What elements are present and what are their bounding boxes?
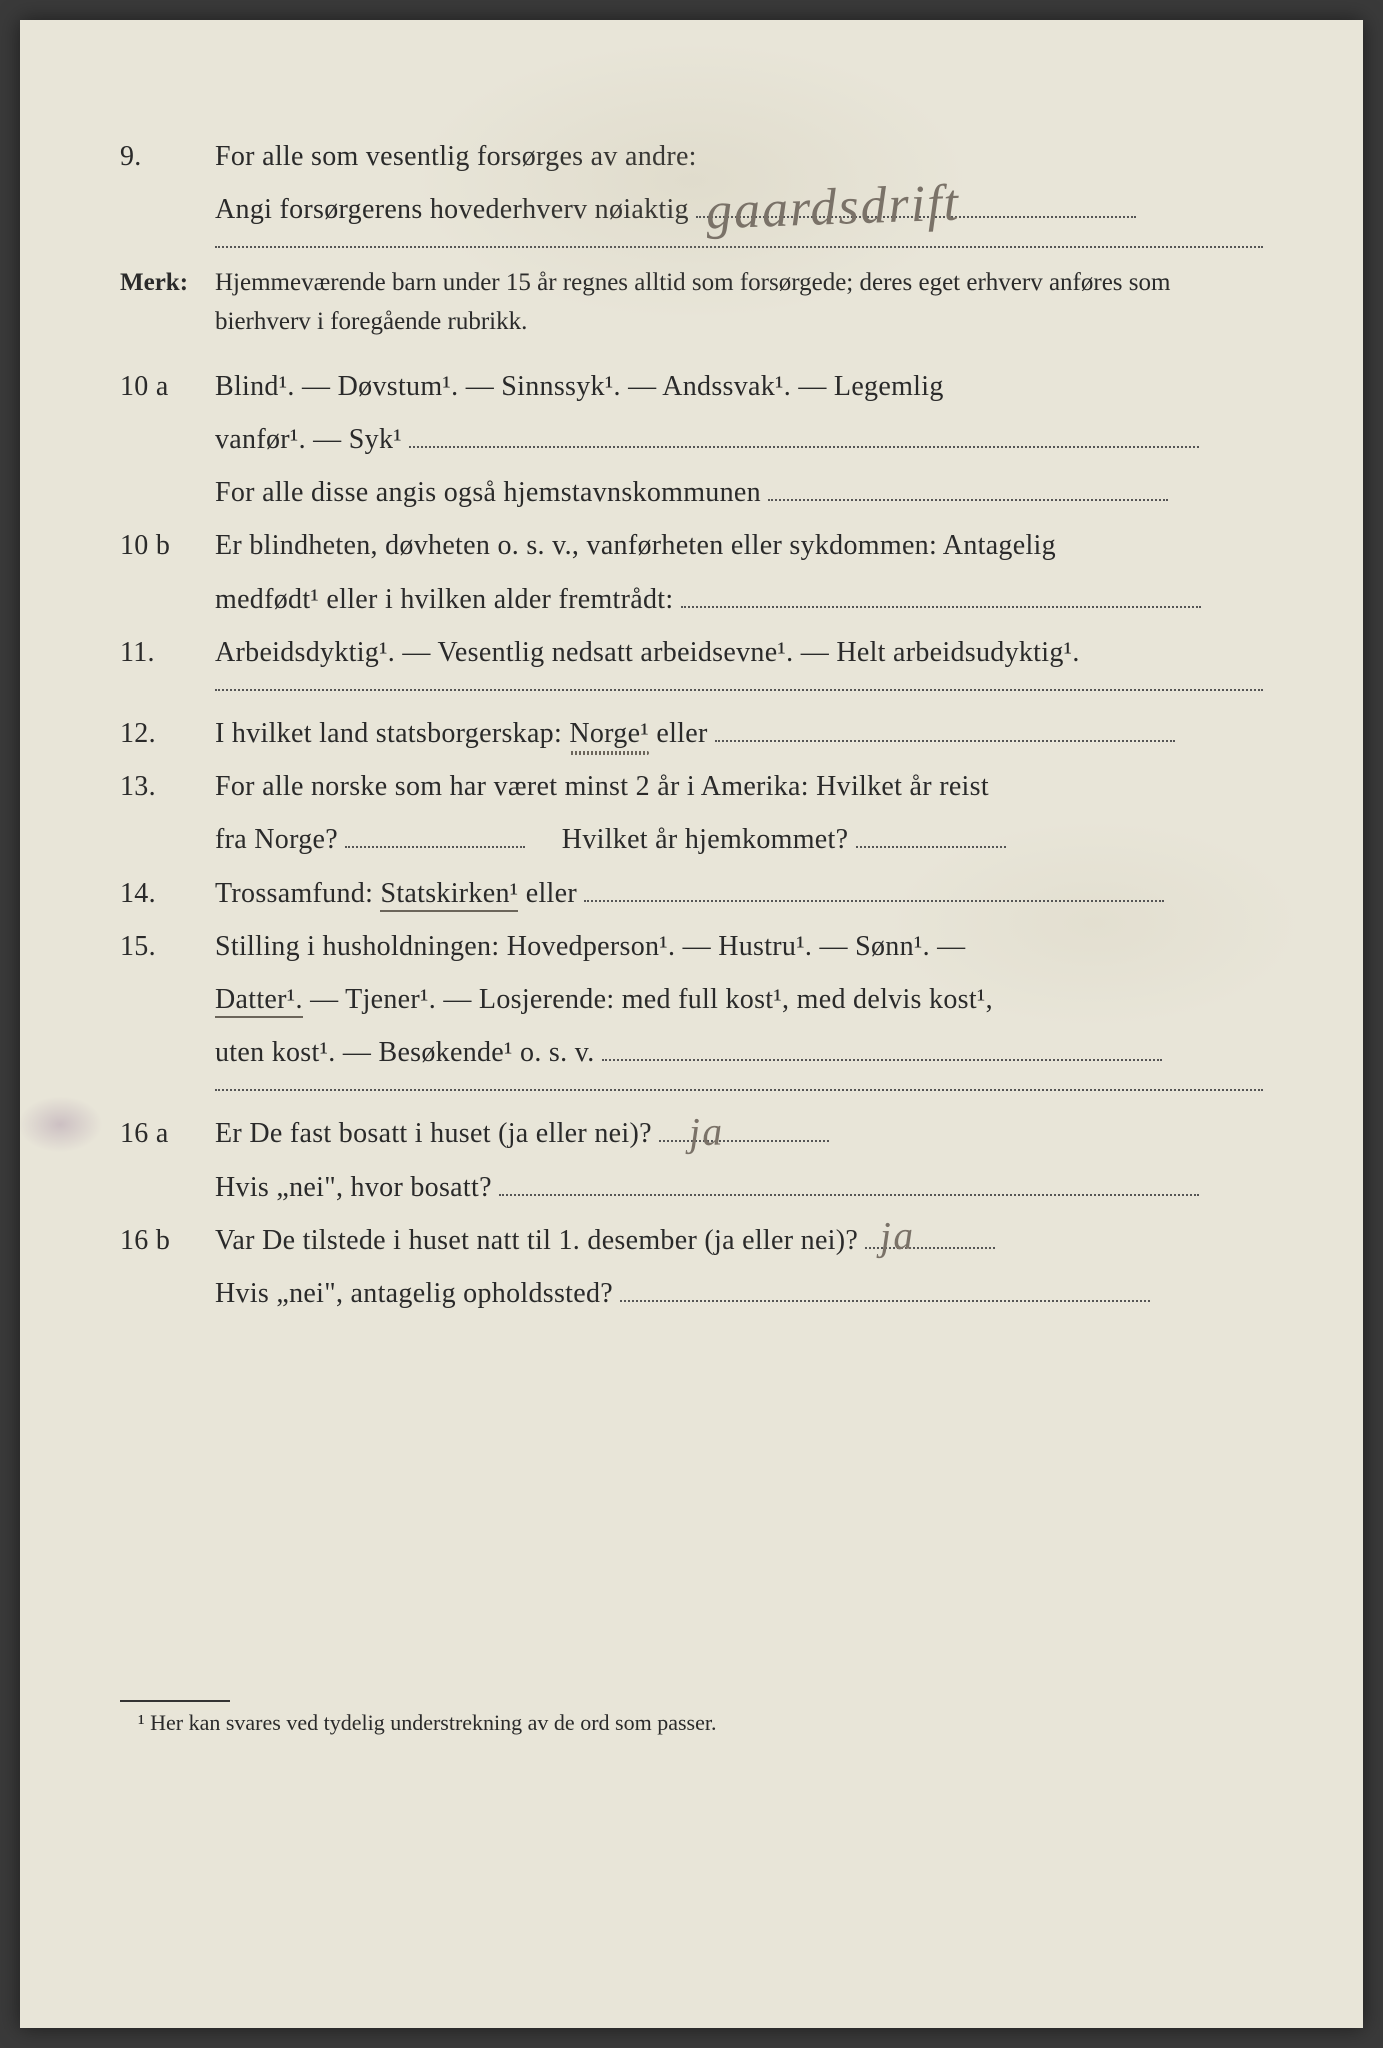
q15-text1: Stilling i husholdningen: Hovedperson¹. … [215, 920, 1263, 973]
q9-handwritten: gaardsdrift [705, 155, 962, 263]
q10a-number: 10 a [120, 360, 215, 413]
footnote-rule [120, 1700, 230, 1702]
q16a-text2: Hvis „nei", hvor bosatt? [215, 1172, 492, 1203]
q9-fill[interactable]: gaardsdrift [696, 187, 1136, 218]
q15-line3: uten kost¹. — Besøkende¹ o. s. v. [120, 1026, 1263, 1079]
q16b-handwritten: ja [879, 1197, 917, 1274]
q16a-line1: 16 a Er De fast bosatt i huset (ja eller… [120, 1107, 1263, 1160]
merk-text: Hjemmeværende barn under 15 år regnes al… [215, 264, 1263, 342]
q10a-text1: Blind¹. — Døvstum¹. — Sinnssyk¹. — Andss… [215, 360, 1263, 413]
q13-line1: 13. For alle norske som har været minst … [120, 760, 1263, 813]
merk-note: Merk: Hjemmeværende barn under 15 år reg… [120, 264, 1263, 342]
q10b-text2: medfødt¹ eller i hvilken alder fremtrådt… [215, 584, 673, 615]
q11-number: 11. [120, 626, 215, 679]
q16b-text1: Var De tilstede i huset natt til 1. dese… [215, 1225, 858, 1256]
q10b-text1: Er blindheten, døvheten o. s. v., vanfør… [215, 519, 1263, 572]
q16a-line2: Hvis „nei", hvor bosatt? [120, 1161, 1263, 1214]
q16a-fill1[interactable]: ja [659, 1112, 829, 1143]
divider [215, 689, 1263, 691]
census-form-page: 9. For alle som vesentlig forsørges av a… [20, 20, 1363, 2028]
q16b-line1: 16 b Var De tilstede i huset natt til 1.… [120, 1214, 1263, 1267]
q15-number: 15. [120, 920, 215, 973]
q10b-line2: medfødt¹ eller i hvilken alder fremtrådt… [120, 573, 1263, 626]
q9-line2: Angi forsørgerens hovederhverv nøiaktig … [120, 183, 1263, 236]
footnote: ¹ Her kan svares ved tydelig understrekn… [120, 1710, 1263, 1736]
q15-line1: 15. Stilling i husholdningen: Hovedperso… [120, 920, 1263, 973]
q10a-line1: 10 a Blind¹. — Døvstum¹. — Sinnssyk¹. — … [120, 360, 1263, 413]
q12-number: 12. [120, 707, 215, 760]
q10a-line3: For alle disse angis også hjemstavnskomm… [120, 466, 1263, 519]
q14-number: 14. [120, 867, 215, 920]
q14: 14. Trossamfund: Statskirken¹ eller [120, 867, 1263, 920]
q16b-text2: Hvis „nei", antagelig opholdssted? [215, 1278, 613, 1309]
q11: 11. Arbeidsdyktig¹. — Vesentlig nedsatt … [120, 626, 1263, 679]
q12-suffix: eller [656, 718, 707, 749]
q15-fill[interactable] [602, 1030, 1162, 1061]
q14-prefix: Trossamfund: [215, 878, 380, 909]
q10a-fill3[interactable] [768, 470, 1168, 501]
q9-line1: 9. For alle som vesentlig forsørges av a… [120, 130, 1263, 183]
q12-prefix: I hvilket land statsborgerskap: [215, 718, 569, 749]
q10a-text3: For alle disse angis også hjemstavnskomm… [215, 477, 761, 508]
q16a-number: 16 a [120, 1107, 215, 1160]
q15-datter-underlined: Datter¹. [215, 984, 303, 1018]
q16b-number: 16 b [120, 1214, 215, 1267]
merk-label: Merk: [120, 264, 215, 303]
q13-line2: fra Norge? Hvilket år hjemkommet? [120, 813, 1263, 866]
q10a-text2: vanfør¹. — Syk¹ [215, 424, 402, 455]
q16b-fill1[interactable]: ja [865, 1218, 995, 1249]
q10b-fill[interactable] [681, 577, 1201, 608]
q10b-line1: 10 b Er blindheten, døvheten o. s. v., v… [120, 519, 1263, 572]
q10a-line2: vanfør¹. — Syk¹ [120, 413, 1263, 466]
q15-text2-rest: — Tjener¹. — Losjerende: med full kost¹,… [310, 984, 993, 1015]
q16b-line2: Hvis „nei", antagelig opholdssted? [120, 1267, 1263, 1320]
q16b-fill2[interactable] [620, 1271, 1150, 1302]
q12: 12. I hvilket land statsborgerskap: Norg… [120, 707, 1263, 760]
q10a-fill2[interactable] [409, 417, 1199, 448]
q16a-text1: Er De fast bosatt i huset (ja eller nei)… [215, 1118, 652, 1149]
q11-text: Arbeidsdyktig¹. — Vesentlig nedsatt arbe… [215, 626, 1263, 679]
divider [215, 1089, 1263, 1091]
q9-number: 9. [120, 130, 215, 183]
q14-choice: Statskirken¹ [380, 878, 518, 912]
q14-suffix: eller [526, 878, 577, 909]
q9-text2: Angi forsørgerens hovederhverv nøiaktig [215, 194, 689, 225]
q13-fill-a[interactable] [345, 818, 525, 849]
q13-text1: For alle norske som har været minst 2 år… [215, 760, 1263, 813]
q16a-handwritten: ja [688, 1093, 726, 1170]
q15-line2: Datter¹. — Tjener¹. — Losjerende: med fu… [120, 973, 1263, 1026]
q13-number: 13. [120, 760, 215, 813]
q13-fill-b[interactable] [856, 818, 1006, 849]
footnote-marker: ¹ [138, 1710, 145, 1735]
q10b-number: 10 b [120, 519, 215, 572]
q16a-fill2[interactable] [499, 1165, 1199, 1196]
q12-fill[interactable] [715, 711, 1175, 742]
q12-choice: Norge¹ [569, 718, 649, 749]
q14-fill[interactable] [584, 871, 1164, 902]
footnote-text: Her kan svares ved tydelig understreknin… [150, 1710, 716, 1735]
q13-text2b: Hvilket år hjemkommet? [562, 824, 849, 855]
q15-text3: uten kost¹. — Besøkende¹ o. s. v. [215, 1037, 595, 1068]
q13-text2a: fra Norge? [215, 824, 338, 855]
